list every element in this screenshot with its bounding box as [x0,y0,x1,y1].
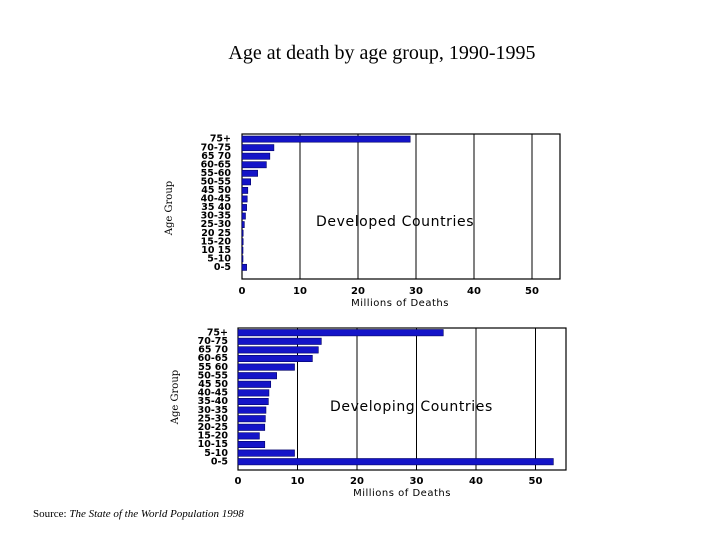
developed-plot-frame [241,133,561,280]
developed-category-label: 0-5 [214,262,231,273]
developed-bar [241,263,247,271]
developed-bar [241,144,275,152]
developing-category-label: 45 50 [198,379,228,390]
developed-x-tick-label: 0 [239,286,246,297]
developed-category-label: 10 15 [201,245,231,256]
developing-x-axis-label: Millions of Deaths [353,488,451,499]
developing-x-tick-label: 20 [350,476,364,487]
developed-bar [241,221,245,228]
developed-x-tick-label: 10 [293,286,307,297]
developing-category-label: 10-15 [198,439,228,450]
developed-category-label: 50-55 [201,176,231,187]
developed-category-label: 45 50 [201,185,231,196]
developed-x-tick-label: 40 [467,286,481,297]
developing-y-axis-label: Age Group [170,370,181,425]
developed-bar [241,135,411,143]
developed-x-tick-label: 20 [351,286,365,297]
developing-category-label: 50-55 [198,370,228,381]
developing-bar [237,346,319,354]
source-work-title: The State of the World Population 1998 [69,508,244,520]
developing-category-label: 0-5 [211,456,228,467]
developing-chart-title: Developing Countries [330,399,493,415]
developed-x-tick-label: 50 [525,286,539,297]
developing-category-label: 35-40 [198,396,229,407]
developing-category-label: 60-65 [198,353,228,364]
developed-chart-title: Developed Countries [316,214,474,230]
developing-category-label: 25-30 [198,413,229,424]
developing-bar [237,337,322,345]
developing-bar [237,354,313,362]
developing-bar [237,406,267,414]
developing-bar [237,380,272,388]
developed-category-label: 65 70 [201,151,231,162]
developed-bar [241,186,249,194]
developing-category-label: 30-35 [198,405,228,416]
developing-bar [237,415,266,423]
developed-bar [241,212,246,220]
developed-y-axis-label: Age Group [164,181,175,236]
developing-category-label: 15-20 [198,431,229,442]
developed-category-label: 25-30 [201,219,232,230]
developing-bar [237,423,266,431]
developing-x-tick-label: 10 [291,476,305,487]
developing-category-label: 75+ [207,327,228,338]
developed-category-label: 30-35 [201,211,231,222]
developing-x-tick-label: 40 [469,476,483,487]
developing-x-tick-label: 0 [235,476,242,487]
developing-bar [237,389,270,397]
developed-x-tick-label: 30 [409,286,423,297]
developed-category-label: 20 25 [201,228,231,239]
developed-bar [241,161,267,169]
developing-bar [237,458,554,466]
developed-category-label: 70-75 [201,142,231,153]
source-label: Source: [33,508,67,520]
developing-bar [237,372,277,380]
source-note: Source: The State of the World Populatio… [33,508,244,520]
developed-category-label: 15-20 [201,236,232,247]
developing-category-label: 20-25 [198,422,228,433]
developing-category-label: 5-10 [204,448,228,459]
developed-bar [241,238,244,246]
slide-title: Age at death by age group, 1990-1995 [228,42,536,64]
developed-bar [241,178,251,186]
developing-bar [237,363,295,371]
developing-x-tick-label: 30 [410,476,424,487]
developed-category-label: 60-65 [201,159,231,170]
developed-x-axis-label: Millions of Deaths [351,298,449,308]
developed-bar [241,255,244,263]
developed-category-label: 35 40 [201,202,231,213]
developing-bar [237,329,444,337]
developed-bar [241,229,244,237]
developed-bar [241,152,271,160]
developing-bar [237,441,266,449]
developing-bar [237,398,269,406]
developing-category-label: 70-75 [198,336,228,347]
developed-bar [241,169,258,177]
developing-category-label: 65 70 [198,345,228,356]
developing-category-label: 55 60 [198,362,228,373]
developing-x-tick-label: 50 [529,476,543,487]
developed-category-label: 5-10 [207,253,231,264]
developing-bar [237,432,260,440]
developing-bar [237,449,295,457]
developed-bar [241,195,248,203]
developed-bar [241,204,247,211]
developing-category-label: 40-45 [198,388,228,399]
developed-bar [241,246,244,254]
developed-category-label: 55-60 [201,168,232,179]
developed-category-label: 75+ [210,134,231,145]
developed-category-label: 40-45 [201,194,231,205]
